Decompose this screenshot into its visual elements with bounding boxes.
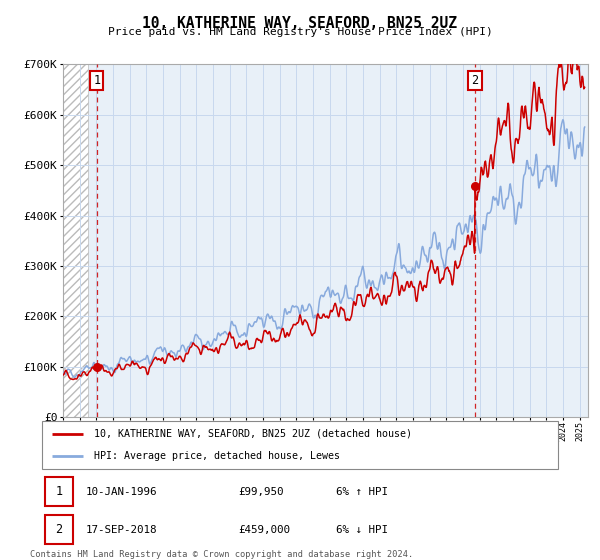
Text: 10, KATHERINE WAY, SEAFORD, BN25 2UZ: 10, KATHERINE WAY, SEAFORD, BN25 2UZ: [143, 16, 458, 31]
Text: Contains HM Land Registry data © Crown copyright and database right 2024.
This d: Contains HM Land Registry data © Crown c…: [30, 550, 413, 560]
Text: 1: 1: [55, 486, 62, 498]
Text: 2: 2: [55, 523, 62, 536]
Text: 6% ↑ HPI: 6% ↑ HPI: [336, 487, 388, 497]
Text: 1: 1: [93, 74, 100, 87]
Text: 10, KATHERINE WAY, SEAFORD, BN25 2UZ (detached house): 10, KATHERINE WAY, SEAFORD, BN25 2UZ (de…: [94, 429, 412, 439]
Text: £459,000: £459,000: [238, 525, 290, 535]
Text: 17-SEP-2018: 17-SEP-2018: [86, 525, 157, 535]
Text: £99,950: £99,950: [238, 487, 284, 497]
FancyBboxPatch shape: [44, 477, 73, 506]
Text: Price paid vs. HM Land Registry's House Price Index (HPI): Price paid vs. HM Land Registry's House …: [107, 27, 493, 37]
Text: 6% ↓ HPI: 6% ↓ HPI: [336, 525, 388, 535]
Text: HPI: Average price, detached house, Lewes: HPI: Average price, detached house, Lewe…: [94, 451, 340, 461]
Text: 2: 2: [472, 74, 479, 87]
Text: 10-JAN-1996: 10-JAN-1996: [86, 487, 157, 497]
FancyBboxPatch shape: [44, 515, 73, 544]
